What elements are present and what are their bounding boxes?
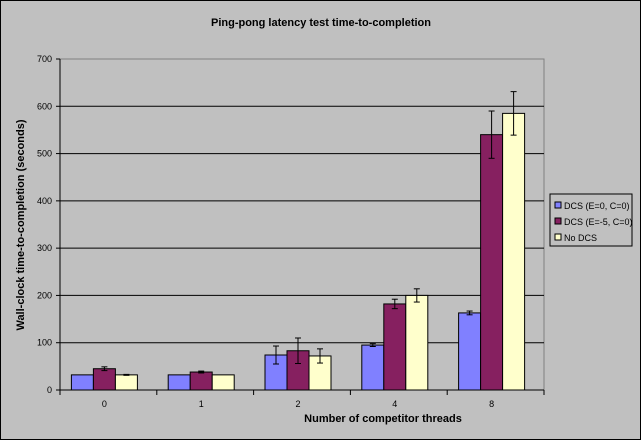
x-tick-label: 1 <box>199 399 204 409</box>
x-tick-label: 0 <box>102 399 107 409</box>
x-axis-label: Number of competitor threads <box>304 413 462 425</box>
bar <box>502 112 526 391</box>
y-tick-label: 500 <box>37 149 52 159</box>
bar <box>480 134 504 391</box>
bar <box>211 374 235 391</box>
bar <box>458 312 482 391</box>
bar <box>189 371 213 391</box>
y-tick-label: 400 <box>37 196 52 206</box>
legend-label: DCS (E=-5, C=0) <box>564 217 633 227</box>
x-tick-label: 8 <box>489 399 494 409</box>
y-tick-label: 300 <box>37 243 52 253</box>
legend: DCS (E=0, C=0) DCS (E=-5, C=0) No DCS <box>549 193 633 247</box>
bar <box>92 368 116 391</box>
legend-label: DCS (E=0, C=0) <box>564 201 630 211</box>
y-tick-label: 600 <box>37 101 52 111</box>
legend-swatch <box>554 233 562 241</box>
bar <box>114 374 138 391</box>
bar <box>70 374 94 391</box>
y-axis-label: Wall-clock time-to-completion (seconds) <box>15 119 27 330</box>
legend-label: No DCS <box>564 233 597 243</box>
legend-swatch <box>554 217 562 225</box>
chart-title: Ping-pong latency test time-to-completio… <box>211 17 431 29</box>
x-tick-label: 2 <box>295 399 300 409</box>
y-tick-label: 200 <box>37 290 52 300</box>
bar <box>167 374 191 391</box>
x-tick-label: 4 <box>392 399 397 409</box>
y-tick-label: 100 <box>37 338 52 348</box>
y-tick-label: 0 <box>47 385 52 395</box>
bar <box>383 303 407 391</box>
legend-swatch <box>554 201 562 209</box>
y-tick-label: 700 <box>37 54 52 64</box>
bar <box>361 344 385 391</box>
bar <box>405 294 429 391</box>
